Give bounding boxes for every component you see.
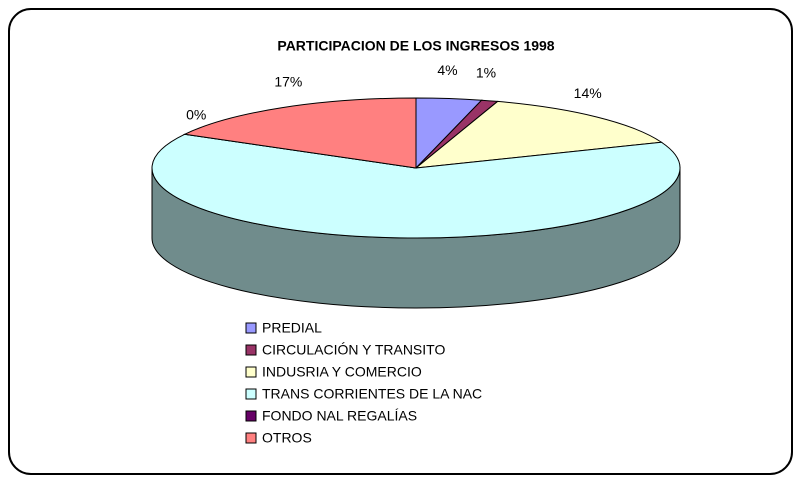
pie-slice <box>414 100 663 169</box>
legend-swatch <box>245 344 257 356</box>
legend-label: OTROS <box>262 430 312 446</box>
data-label: 1% <box>476 65 496 81</box>
legend-label: PREDIAL <box>262 320 322 336</box>
legend-label: TRANS CORRIENTES DE LA NAC <box>262 386 482 402</box>
chart-title: PARTICIPACION DE LOS INGRESOS 1998 <box>277 38 554 54</box>
legend-swatch <box>245 410 257 422</box>
pie-slice <box>151 133 681 239</box>
data-label: 14% <box>574 85 602 101</box>
legend-swatch <box>245 432 257 444</box>
legend-label: CIRCULACIÓN Y TRANSITO <box>262 342 445 358</box>
legend-swatch <box>245 366 257 378</box>
legend-label: INDUSRIA Y COMERCIO <box>262 364 422 380</box>
legend-label: FONDO NAL REGALÍAS <box>262 408 417 424</box>
legend-swatch <box>245 322 257 334</box>
data-label: 4% <box>437 62 457 78</box>
pie-slice <box>182 97 417 169</box>
legend-swatch <box>245 388 257 400</box>
data-label: 0% <box>186 107 206 123</box>
data-label: 17% <box>274 73 302 89</box>
